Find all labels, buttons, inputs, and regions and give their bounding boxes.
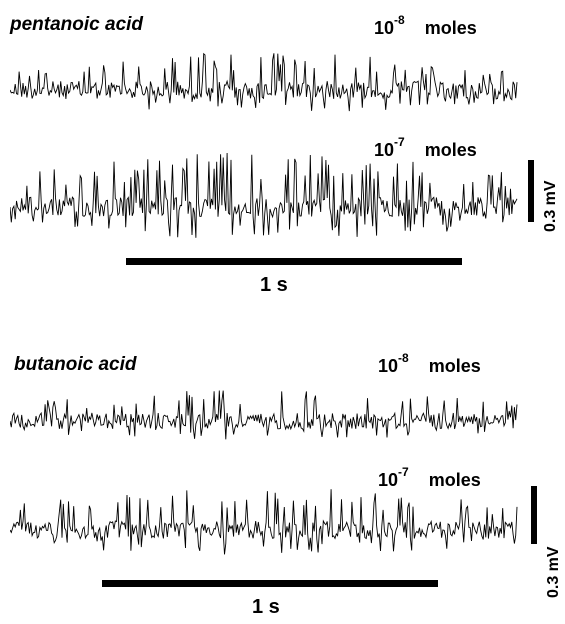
time-scale-bar: [102, 580, 438, 587]
trace-waveform: [10, 52, 518, 112]
voltage-scale-bar: [528, 160, 534, 222]
trace-waveform: [10, 152, 518, 238]
concentration-exponent: -7: [394, 135, 405, 149]
recording-trace: [10, 489, 518, 555]
trace-waveform: [10, 390, 518, 440]
concentration-label: 10-7 moles: [378, 465, 481, 491]
concentration-exponent: -8: [398, 351, 409, 365]
butanoic-acid-panel: butanoic acid 10-8 moles 10-7 moles 0.3 mV…: [0, 340, 565, 624]
concentration-label: 10-7 moles: [374, 135, 477, 161]
concentration-exponent: -8: [394, 13, 405, 27]
pentanoic-acid-panel: pentanoic acid 10-8 moles 10-7 moles 0.3 m…: [0, 0, 565, 310]
concentration-exponent: -7: [398, 465, 409, 479]
time-scale-label: 1 s: [252, 596, 280, 618]
concentration-unit: moles: [428, 470, 481, 490]
time-scale-bar: [126, 258, 462, 265]
concentration-label: 10-8 moles: [374, 13, 477, 39]
concentration-unit: moles: [428, 356, 481, 376]
panel-title: butanoic acid: [14, 354, 137, 375]
trace-waveform: [10, 489, 518, 555]
concentration-base: 10: [378, 470, 399, 490]
recording-trace: [10, 52, 518, 112]
concentration-unit: moles: [424, 18, 477, 38]
panel-title: pentanoic acid: [10, 14, 144, 35]
concentration-base: 10: [378, 356, 399, 376]
voltage-scale-label: 0.3 mV: [545, 546, 562, 598]
concentration-base: 10: [374, 140, 395, 160]
recording-trace: [10, 152, 518, 238]
concentration-unit: moles: [424, 140, 477, 160]
recording-trace: [10, 390, 518, 440]
voltage-scale-label: 0.3 mV: [542, 180, 559, 232]
concentration-base: 10: [374, 18, 395, 38]
concentration-label: 10-8 moles: [378, 351, 481, 377]
time-scale-label: 1 s: [260, 274, 288, 296]
voltage-scale-bar: [531, 486, 537, 544]
